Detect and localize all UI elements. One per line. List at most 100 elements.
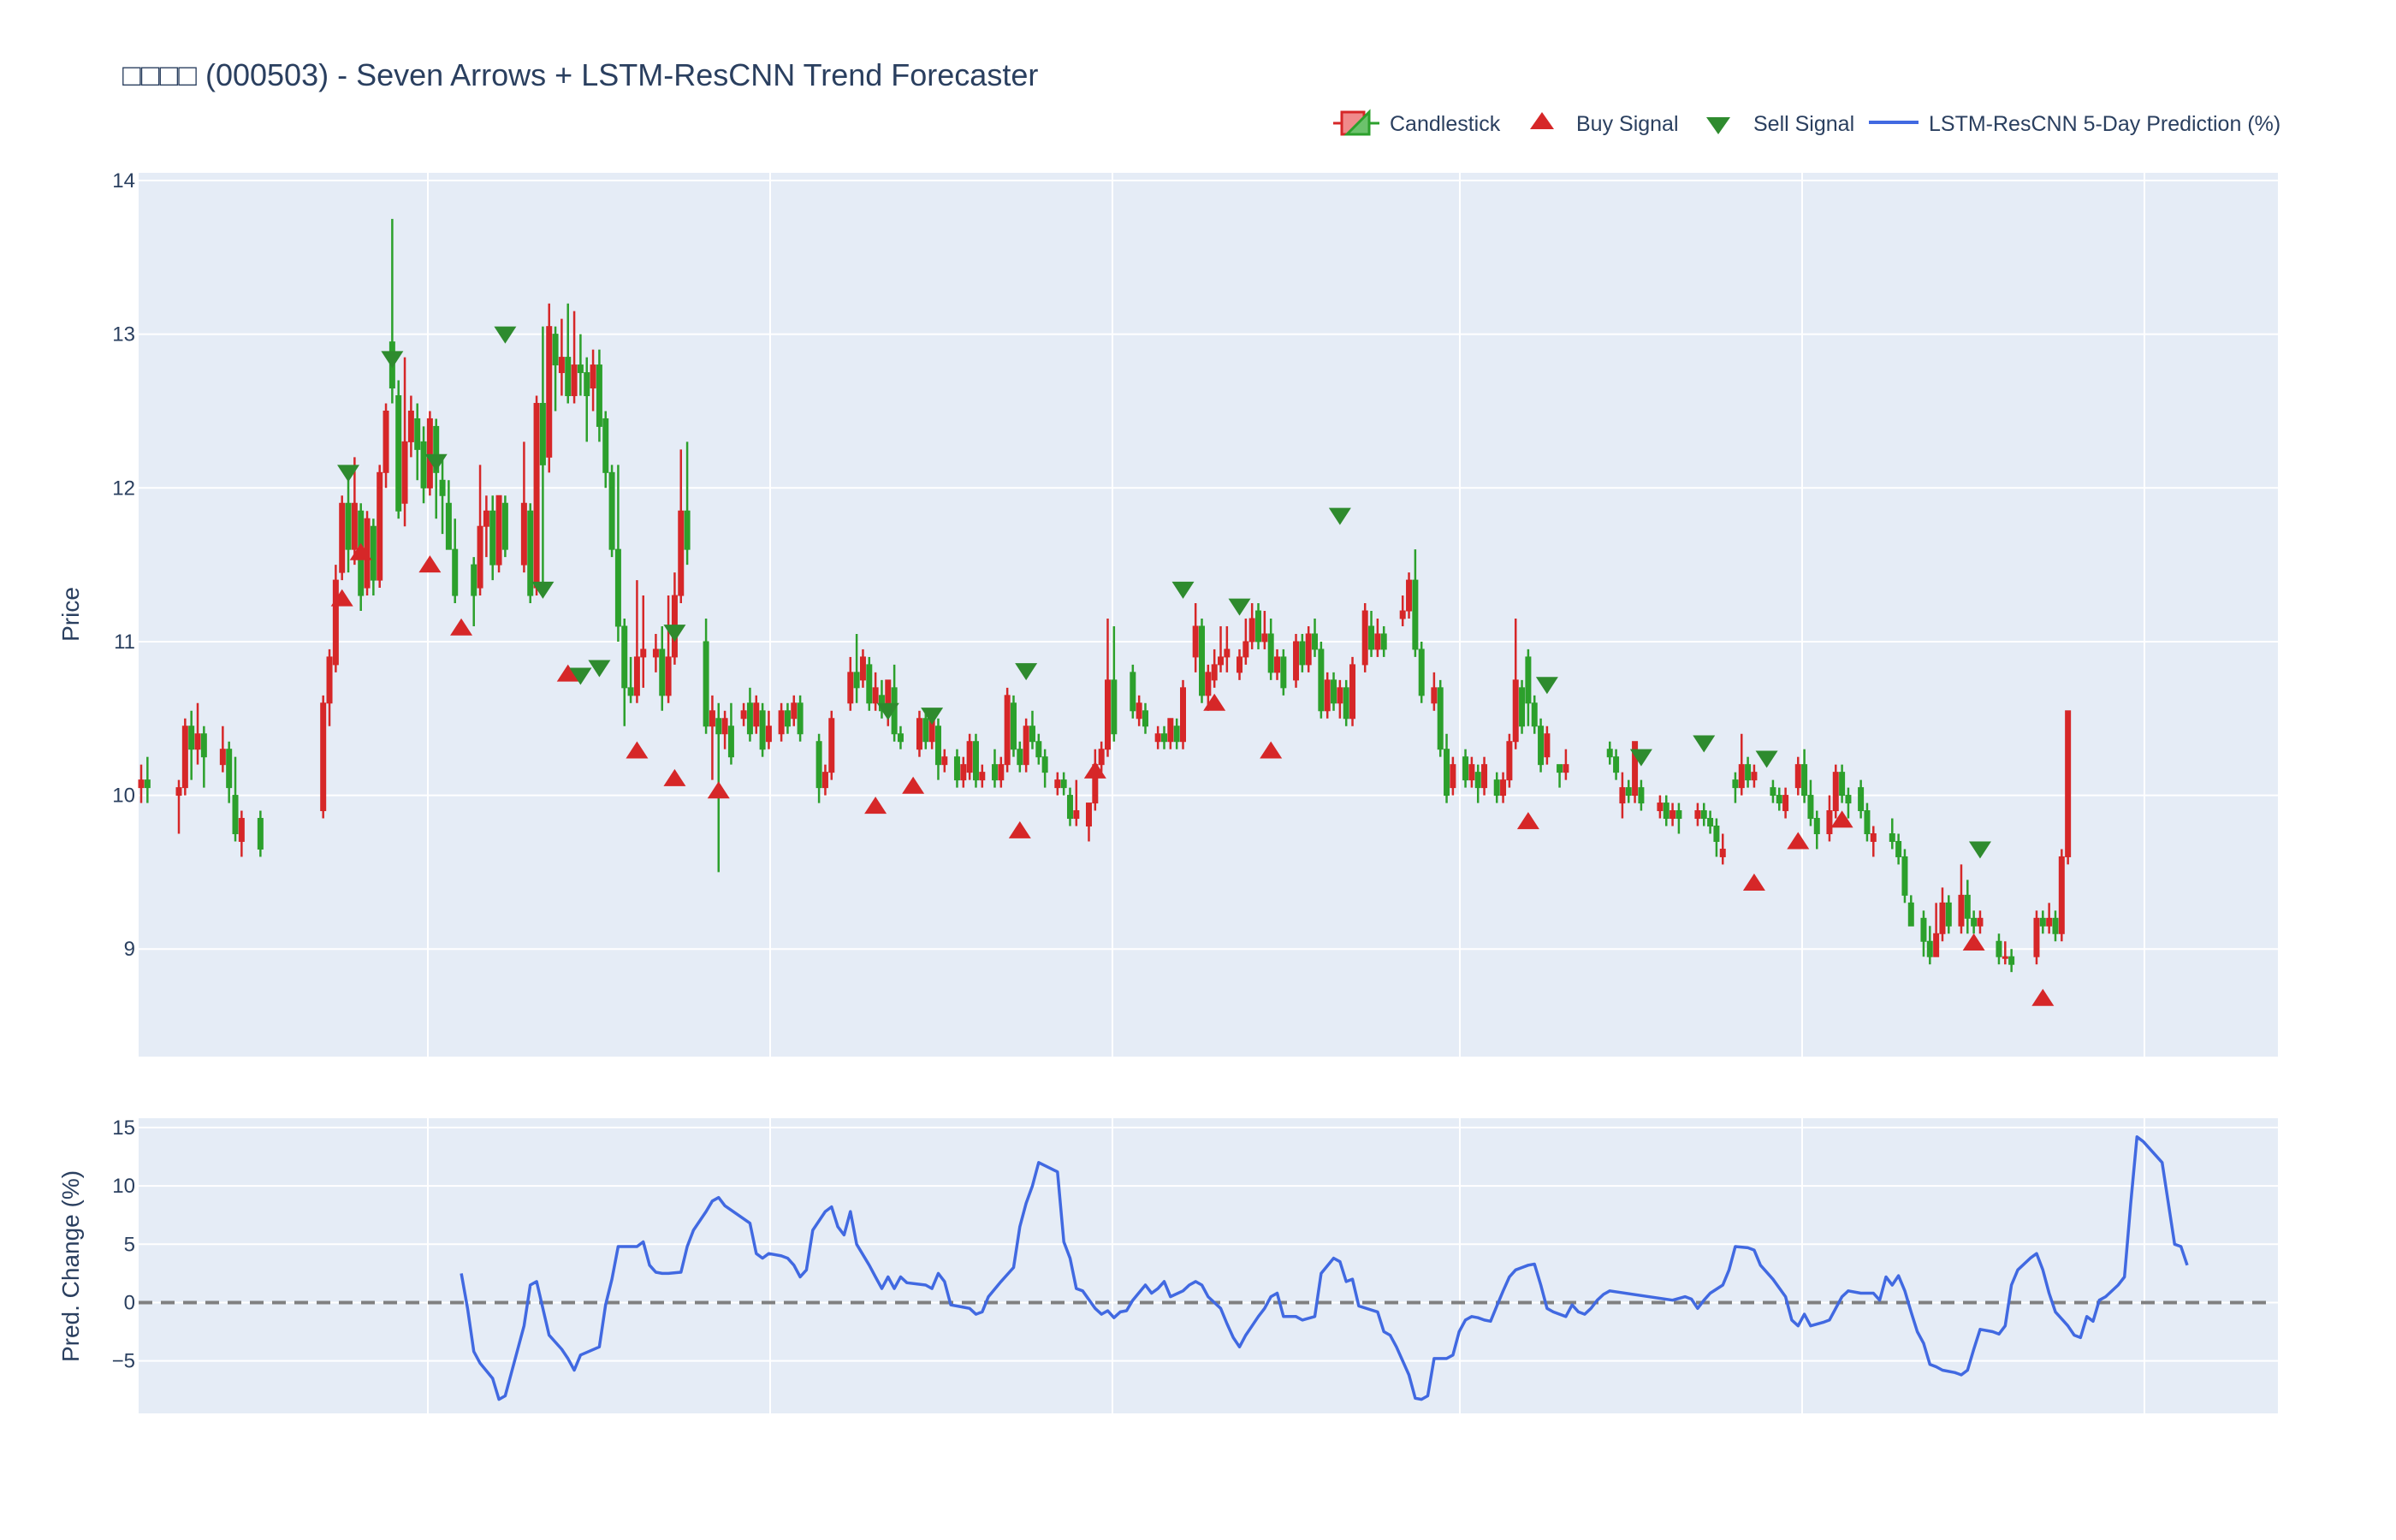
buy-signal-marker	[1203, 693, 1226, 711]
candle	[815, 733, 822, 803]
candle	[678, 449, 685, 604]
legend[interactable]: Candlestick Buy Signal Sell Signal LSTM-…	[1333, 109, 2280, 136]
candle	[1224, 625, 1231, 672]
sell-signal-marker	[1171, 581, 1195, 599]
candle	[1450, 756, 1456, 796]
candle	[1619, 772, 1626, 819]
buy-signal-marker	[330, 589, 353, 607]
candle	[1343, 679, 1349, 726]
sell-signal-marker	[337, 465, 360, 483]
candle	[1625, 779, 1632, 803]
candle	[1638, 779, 1645, 811]
candle	[614, 465, 621, 642]
candle	[181, 718, 188, 796]
candle	[596, 349, 602, 442]
candle	[1431, 672, 1438, 711]
candle	[1493, 772, 1500, 803]
candle	[1104, 618, 1111, 757]
candle	[1010, 695, 1017, 757]
buy-signal-marker	[663, 768, 686, 786]
candle	[1933, 903, 1940, 957]
candle	[445, 480, 452, 550]
candle	[539, 326, 546, 589]
candle	[1305, 625, 1312, 672]
candle	[175, 779, 182, 834]
candle	[1073, 779, 1080, 826]
prediction-y-tick-label: 5	[124, 1233, 135, 1256]
candle	[1242, 618, 1249, 665]
prediction-line	[460, 1135, 2189, 1401]
candle	[383, 403, 389, 489]
candle	[1161, 726, 1167, 749]
candle	[1776, 787, 1782, 811]
candle	[565, 303, 572, 404]
candle	[922, 710, 929, 749]
sell-signal-marker	[494, 326, 517, 344]
legend-item-buy[interactable]: Buy Signal	[1530, 112, 1679, 136]
candle	[1563, 749, 1569, 780]
candle	[1380, 625, 1387, 657]
candle	[2039, 910, 2046, 934]
candle	[200, 726, 207, 788]
candle	[1267, 618, 1274, 680]
candle	[546, 303, 553, 473]
candle	[972, 733, 979, 788]
candle	[1839, 764, 1846, 803]
candle	[395, 380, 402, 519]
candle	[979, 764, 986, 788]
candle	[1538, 718, 1545, 773]
candle	[1066, 787, 1073, 826]
candle	[608, 465, 615, 558]
sell-signal-marker	[663, 625, 686, 643]
legend-label-prediction: LSTM-ResCNN 5-Day Prediction (%)	[1929, 112, 2280, 136]
candle	[797, 695, 804, 742]
candle	[727, 702, 734, 765]
candle	[1713, 818, 1720, 857]
candle	[1136, 695, 1142, 726]
candle	[483, 495, 489, 558]
candle	[238, 810, 245, 857]
candle	[1732, 772, 1739, 803]
candle	[621, 618, 628, 726]
sell-signals	[337, 326, 1991, 859]
candle	[1907, 895, 1914, 927]
price-grid	[139, 173, 2278, 1057]
candle	[1939, 887, 1946, 942]
candle	[740, 702, 747, 726]
candle	[1412, 549, 1419, 657]
prediction-y-tick-label: 15	[112, 1116, 135, 1140]
candle	[188, 710, 195, 780]
chart-title: □□□□ (000503) - Seven Arrows + LSTM-ResC…	[122, 57, 1038, 92]
candle	[471, 557, 477, 626]
candle	[584, 357, 590, 442]
candle	[1299, 633, 1306, 672]
candle	[778, 702, 785, 742]
candle	[332, 565, 339, 672]
candle	[320, 695, 327, 819]
candle	[753, 695, 760, 734]
candle	[684, 441, 691, 566]
legend-item-candlestick[interactable]: Candlestick	[1333, 109, 1501, 136]
candle	[1719, 833, 1726, 865]
price-y-tick-label: 12	[112, 477, 135, 500]
candle	[1255, 603, 1262, 649]
candle	[489, 495, 496, 581]
candle	[377, 465, 383, 589]
candle	[1004, 687, 1011, 773]
legend-item-sell[interactable]: Sell Signal	[1706, 112, 1854, 136]
candle	[960, 756, 967, 788]
candle	[1826, 795, 1833, 842]
candle	[853, 633, 860, 703]
sell-signal-marker	[1015, 663, 1038, 681]
candle	[1017, 741, 1023, 773]
candle	[2033, 910, 2040, 965]
candle	[1029, 710, 1035, 749]
candle	[1199, 618, 1206, 703]
buy-signal-marker	[2031, 988, 2055, 1006]
legend-item-prediction[interactable]: LSTM-ResCNN 5-Day Prediction (%)	[1869, 112, 2280, 136]
sell-signal-marker	[588, 660, 611, 678]
candle	[759, 702, 766, 757]
candle	[746, 687, 753, 742]
candle	[370, 518, 377, 596]
candle	[1218, 625, 1225, 672]
